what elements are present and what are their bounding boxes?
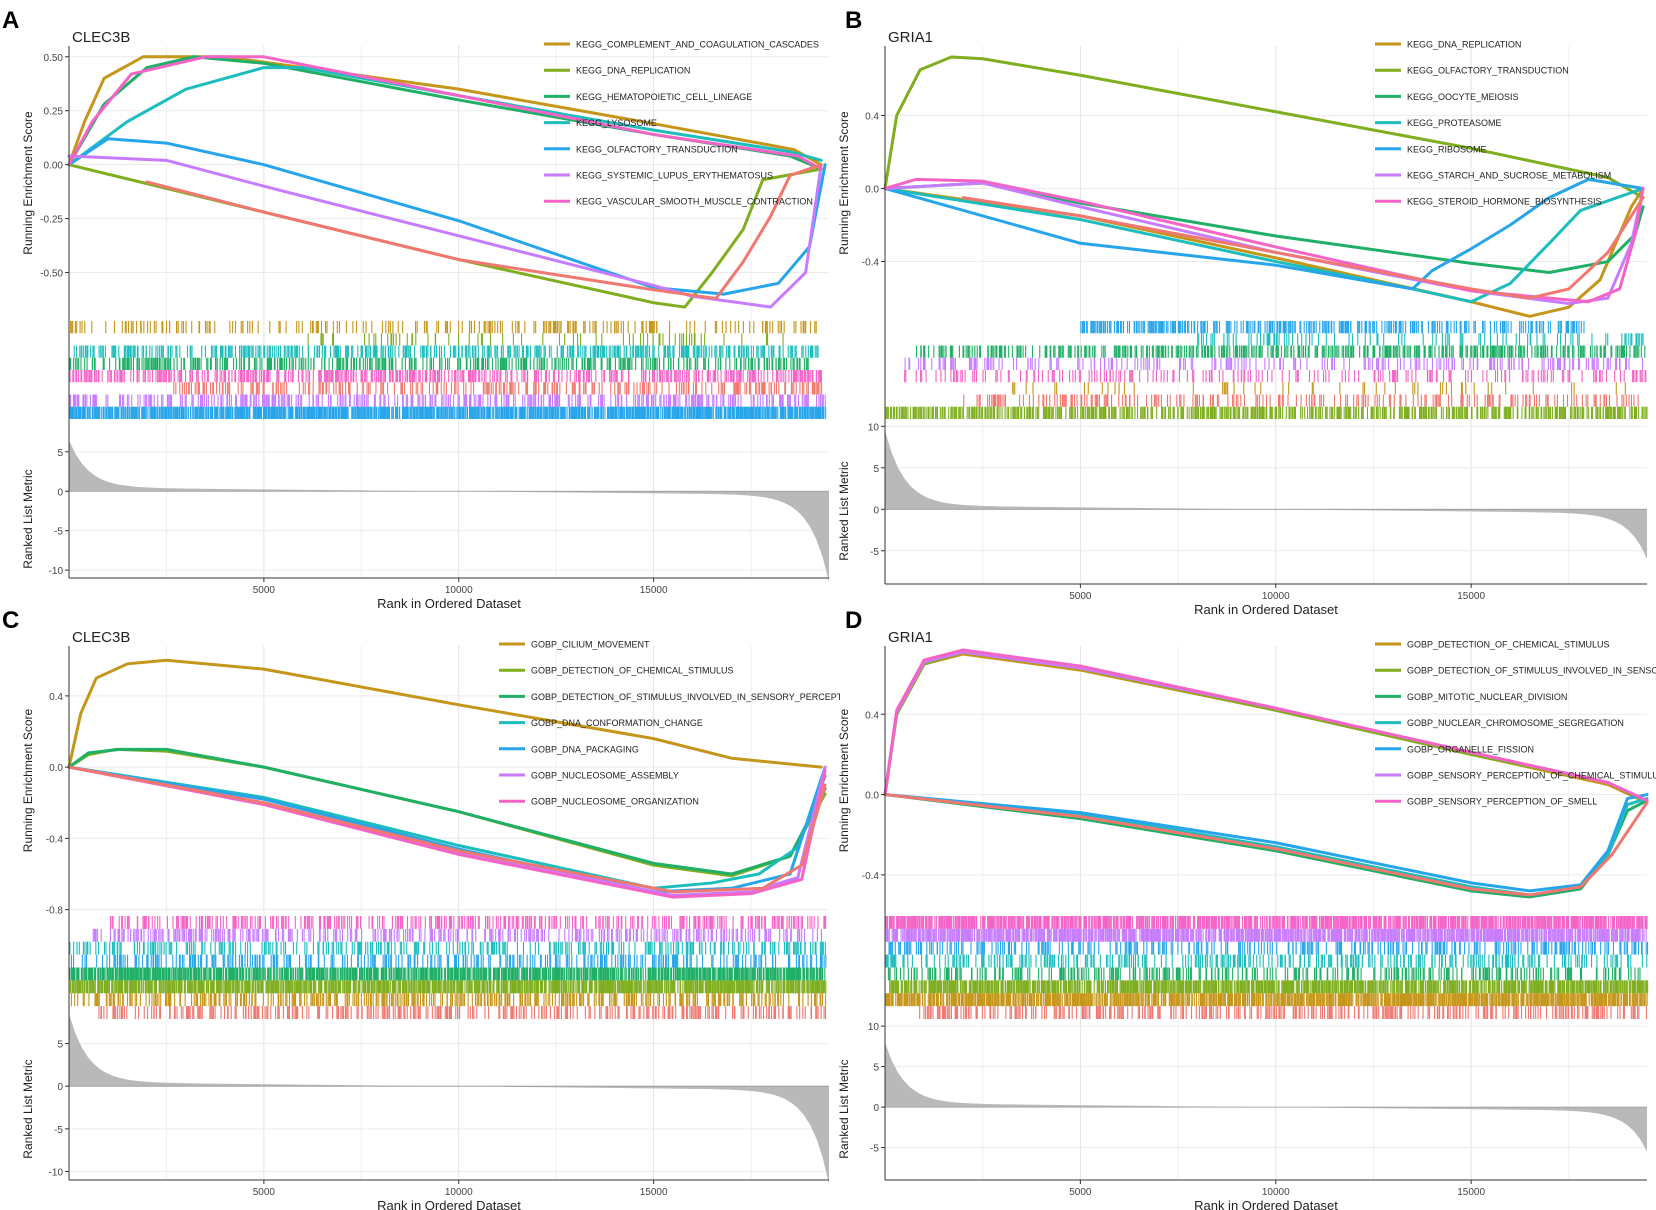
x-axis-title: Rank in Ordered Dataset bbox=[377, 596, 521, 611]
legend-label: KEGG_DNA_REPLICATION bbox=[576, 66, 690, 76]
es-tick-label: -0.25 bbox=[40, 215, 63, 226]
legend-label: KEGG_VASCULAR_SMOOTH_MUSCLE_CONTRACTION bbox=[576, 197, 813, 207]
es-tick-label: 0.0 bbox=[865, 184, 879, 195]
es-tick-label: 0.4 bbox=[865, 111, 879, 122]
metric-tick-label: 5 bbox=[873, 464, 879, 475]
es-tick-label: 0.50 bbox=[44, 53, 64, 64]
legend-label: KEGG_LYSOSOME bbox=[576, 118, 657, 128]
legend-label: KEGG_SYSTEMIC_LUPUS_ERYTHEMATOSUS bbox=[576, 171, 773, 181]
metric-tick-label: 10 bbox=[868, 422, 880, 433]
legend-label: KEGG_HEMATOPOIETIC_CELL_LINEAGE bbox=[576, 92, 752, 102]
metric-tick-label: 0 bbox=[57, 487, 63, 498]
metric-tick-label: -5 bbox=[54, 527, 63, 538]
panel-label: A bbox=[2, 7, 19, 34]
legend-label: KEGG_COMPLEMENT_AND_COAGULATION_CASCADES bbox=[576, 40, 819, 50]
panel-label: B bbox=[845, 7, 862, 34]
es-tick-label: -0.4 bbox=[862, 258, 880, 269]
y-axis-title-metric: Ranked List Metric bbox=[21, 469, 35, 568]
chart-title: CLEC3B bbox=[72, 29, 130, 46]
es-tick-label: -0.50 bbox=[40, 269, 63, 280]
es-tick-label: 0.00 bbox=[44, 161, 64, 172]
metric-tick-label: 5 bbox=[57, 448, 63, 459]
x-tick-label: 15000 bbox=[640, 585, 668, 596]
chart-title: GRIA1 bbox=[888, 29, 933, 46]
x-tick-label: 10000 bbox=[445, 585, 473, 596]
x-tick-label: 5000 bbox=[253, 585, 276, 596]
y-axis-title-es: Running Enrichment Score bbox=[21, 111, 35, 255]
metric-tick-label: -10 bbox=[49, 566, 64, 577]
legend-label: KEGG_OLFACTORY_TRANSDUCTION bbox=[576, 144, 738, 154]
es-tick-label: 0.25 bbox=[44, 107, 64, 118]
